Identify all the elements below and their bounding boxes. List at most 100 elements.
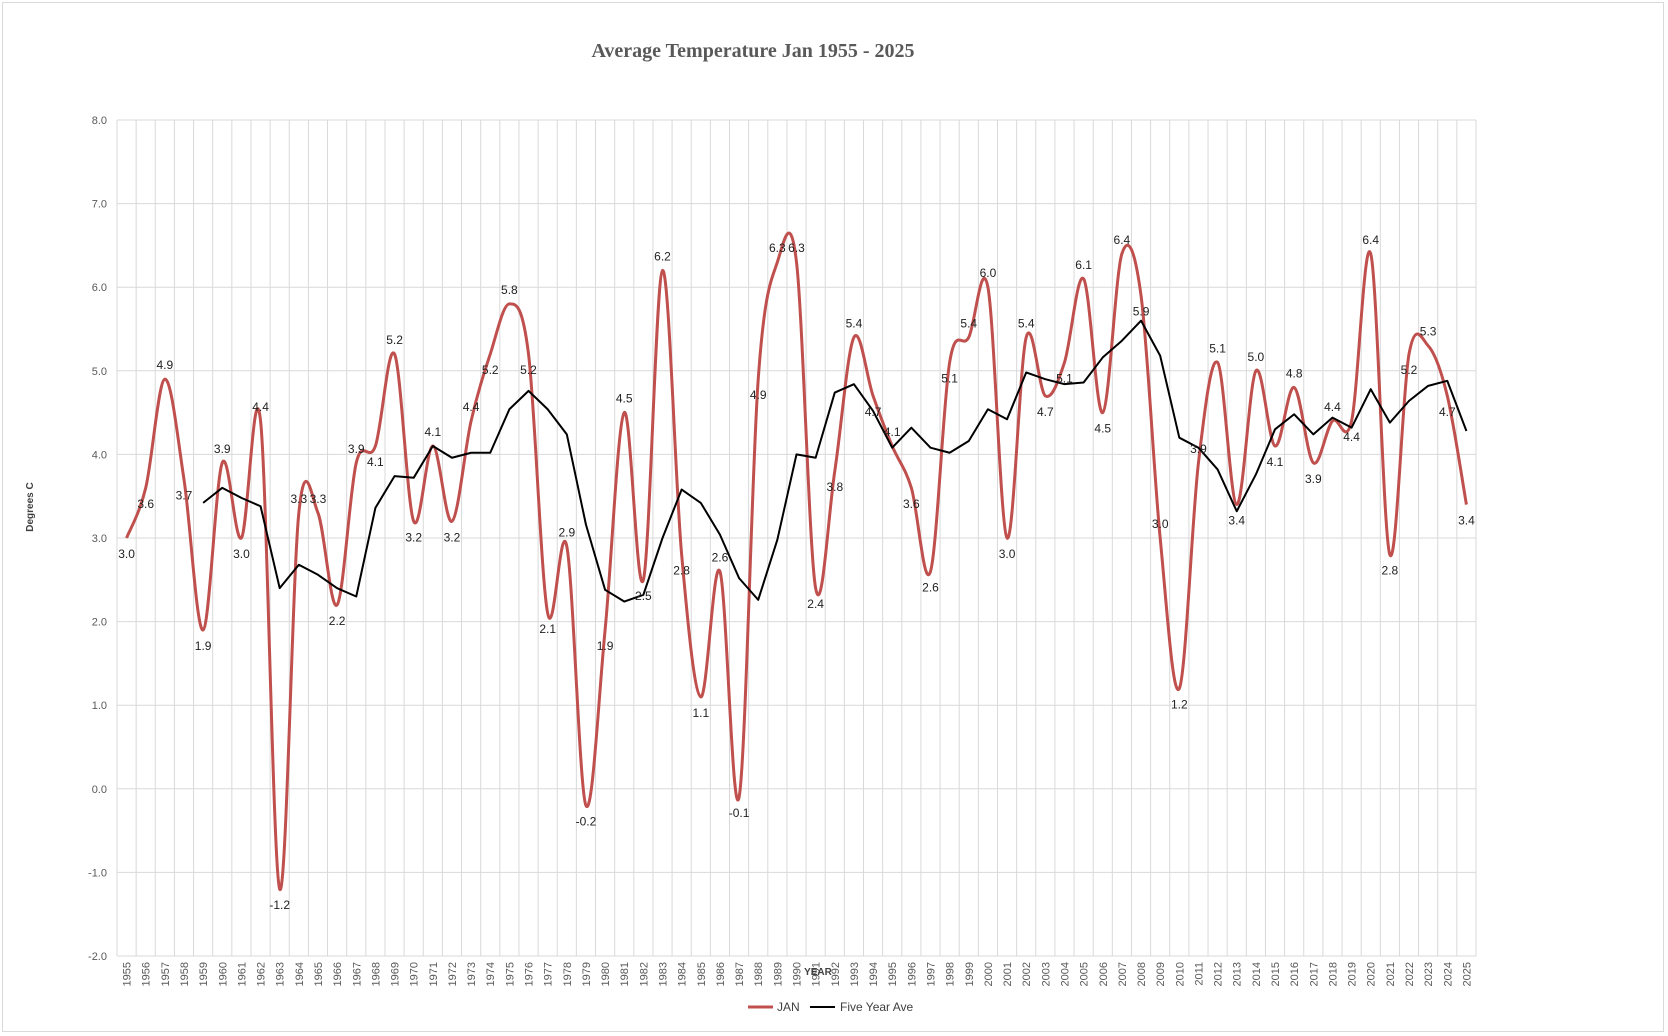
x-tick-label: 2003: [1040, 962, 1052, 986]
data-label-jan: 3.9: [348, 442, 365, 456]
x-tick-label: 2001: [1002, 962, 1014, 986]
data-label-jan: 3.0: [1152, 517, 1169, 531]
data-label-jan: 3.9: [1305, 472, 1322, 486]
x-tick-label: 2021: [1385, 962, 1397, 986]
x-tick-label: 1999: [964, 962, 976, 986]
x-tick-label: 2007: [1117, 962, 1129, 986]
data-label-jan: 6.3: [769, 241, 786, 255]
data-label-jan: 4.7: [865, 405, 882, 419]
x-tick-label: 1986: [715, 962, 727, 986]
data-label-jan: 3.6: [137, 497, 154, 511]
x-tick-label: 1960: [217, 962, 229, 986]
data-label-jan: -0.1: [729, 806, 750, 820]
x-tick-label: 1957: [160, 962, 172, 986]
data-label-jan: 4.5: [1094, 422, 1111, 436]
x-tick-label: 2000: [983, 962, 995, 986]
data-label-jan: 1.2: [1171, 697, 1188, 711]
data-label-jan: 4.1: [1267, 455, 1284, 469]
x-tick-label: 2005: [1079, 962, 1091, 986]
x-tick-label: 1983: [658, 962, 670, 986]
x-axis-tick-labels: 1955 1956 1957 1958 1959 1960 1961 1962 1963 1964…: [122, 962, 1474, 986]
data-label-jan: 5.2: [482, 363, 499, 377]
x-tick-label: 1991: [811, 962, 823, 986]
data-label-jan: 6.2: [654, 249, 671, 263]
data-label-jan: 6.4: [1362, 233, 1379, 247]
gridlines: [116, 119, 1477, 957]
x-tick-label: 1970: [409, 962, 421, 986]
y-tick-label: 2.0: [92, 617, 107, 629]
y-tick-label: 3.0: [92, 533, 107, 545]
x-tick-label: 1978: [562, 962, 574, 986]
x-axis-title: YEAR: [804, 967, 833, 978]
data-label-jan: -1.2: [269, 898, 290, 912]
x-tick-label: 1993: [849, 962, 861, 986]
data-label-jan: 3.4: [1458, 514, 1475, 528]
data-label-jan: 5.1: [1209, 341, 1226, 355]
x-tick-label: 1976: [524, 962, 536, 986]
data-label-jan: 1.9: [195, 639, 212, 653]
data-label-jan: 4.5: [616, 392, 633, 406]
data-label-jan: 2.6: [922, 580, 939, 594]
data-label-jan: 4.7: [1439, 405, 1456, 419]
data-label-jan: 4.4: [252, 400, 269, 414]
data-label-jan: 4.4: [1343, 430, 1360, 444]
data-label-jan: 3.6: [903, 497, 920, 511]
chart-title: Average Temperature Jan 1955 - 2025: [591, 40, 914, 62]
series-line-five-year-ave: [202, 319, 1468, 603]
x-tick-label: 2015: [1270, 962, 1282, 986]
x-tick-label: 1984: [677, 962, 689, 986]
data-label-jan: 3.3: [290, 492, 307, 506]
data-label-jan: 2.6: [712, 550, 729, 564]
data-label-jan: -0.2: [576, 815, 597, 829]
x-tick-label: 1998: [945, 962, 957, 986]
data-label-jan: 3.9: [214, 442, 231, 456]
data-label-jan: 6.0: [980, 266, 997, 280]
data-label-jan: 5.1: [1056, 371, 1073, 385]
data-label-jan: 4.1: [884, 425, 901, 439]
x-tick-label: 2024: [1442, 962, 1454, 986]
x-tick-label: 1964: [294, 962, 306, 986]
x-tick-label: 1966: [332, 962, 344, 986]
x-tick-label: 2023: [1423, 962, 1435, 986]
series-lines: [125, 231, 1468, 891]
data-label-jan: 4.4: [1324, 400, 1341, 414]
data-label-jan: 1.9: [597, 639, 614, 653]
x-tick-label: 1994: [868, 962, 880, 986]
x-tick-label: 2012: [1213, 962, 1225, 986]
x-tick-label: 1965: [313, 962, 325, 986]
data-label-jan: 2.4: [807, 597, 824, 611]
x-tick-label: 2014: [1251, 962, 1263, 986]
x-tick-label: 1989: [772, 962, 784, 986]
x-tick-label: 1988: [753, 962, 765, 986]
data-label-jan: 3.2: [405, 530, 422, 544]
x-tick-label: 1974: [485, 962, 497, 986]
series-line-jan: [125, 231, 1468, 891]
x-tick-label: 2017: [1308, 962, 1320, 986]
x-tick-label: 2002: [1021, 962, 1033, 986]
x-tick-label: 2009: [1155, 962, 1167, 986]
y-axis-title: Degrees C: [25, 482, 36, 531]
data-label-jan: 2.8: [673, 564, 690, 578]
legend-label-jan: JAN: [777, 1000, 800, 1014]
x-tick-label: 2008: [1136, 962, 1148, 986]
data-label-jan: 6.3: [788, 241, 805, 255]
x-tick-label: 1958: [179, 962, 191, 986]
x-tick-label: 1969: [390, 962, 402, 986]
data-label-jan: 3.0: [118, 547, 135, 561]
x-tick-label: 1973: [466, 962, 478, 986]
x-tick-label: 1985: [696, 962, 708, 986]
data-label-jan: 2.9: [558, 525, 575, 539]
y-tick-label: 1.0: [92, 700, 107, 712]
data-label-jan: 3.0: [999, 547, 1016, 561]
y-tick-label: 4.0: [92, 449, 107, 461]
y-axis-tick-labels: -2.0 -1.0 0.0 1.0 2.0 3.0 4.0 5.0 6.0 7.0 8.0: [88, 115, 107, 963]
y-tick-label: 8.0: [92, 115, 107, 127]
data-label-jan: 5.4: [1018, 316, 1035, 330]
data-label-jan: 4.9: [157, 358, 174, 372]
legend-label-five-year-ave: Five Year Ave: [840, 1000, 913, 1014]
data-label-jan: 5.8: [501, 283, 518, 297]
data-label-jan: 4.9: [750, 388, 767, 402]
data-label-jan: 5.0: [1248, 350, 1265, 364]
data-label-jan: 4.1: [367, 455, 384, 469]
